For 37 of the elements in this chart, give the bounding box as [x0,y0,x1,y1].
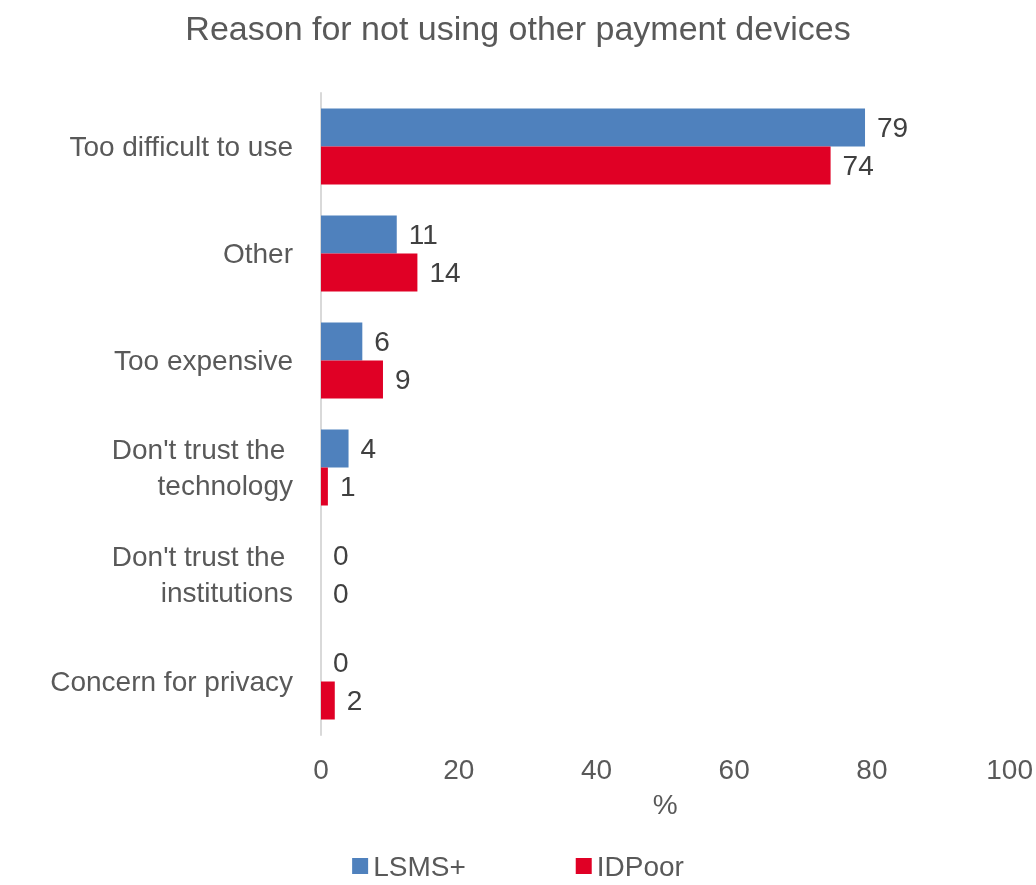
data-label: 14 [429,257,461,288]
data-label: 1 [339,471,356,502]
legend-label: IDPoor [596,850,684,882]
x-tick-label: 20 [443,753,475,785]
bar [321,146,831,185]
data-label: 0 [333,578,349,609]
bar [321,215,397,254]
data-label: 11 [408,219,438,250]
data-label: 9 [394,364,411,395]
chart-title: Reason for not using other payment devices [185,9,851,47]
x-axis-title: % [652,788,678,820]
bar [321,322,363,361]
data-label: 74 [842,150,874,181]
legend-label: LSMS+ [373,850,466,882]
y-tick-label: Other [222,238,293,269]
x-tick-label: 80 [856,753,888,785]
x-tick-label: 100 [986,753,1033,785]
data-label: 0 [333,647,349,678]
data-label: 0 [333,540,349,571]
y-tick-label: Don't trust the technology [111,434,293,501]
y-tick-label: Too expensive [113,345,293,376]
data-label: 2 [346,685,363,716]
x-tick-label: 0 [313,753,329,785]
bar [321,467,328,506]
data-label: 6 [374,326,390,357]
bar [321,360,383,399]
bar [321,108,866,147]
bar [321,253,418,292]
bar [321,429,349,468]
y-tick-label: Don't trust the institutions [111,541,293,608]
data-label: 79 [877,112,909,143]
y-tick-label: Too difficult to use [69,131,293,162]
data-label: 4 [360,433,377,464]
bar [321,681,335,720]
x-tick-label: 40 [580,753,613,785]
x-tick-label: 60 [718,753,750,785]
y-tick-label: Concern for privacy [50,666,293,697]
